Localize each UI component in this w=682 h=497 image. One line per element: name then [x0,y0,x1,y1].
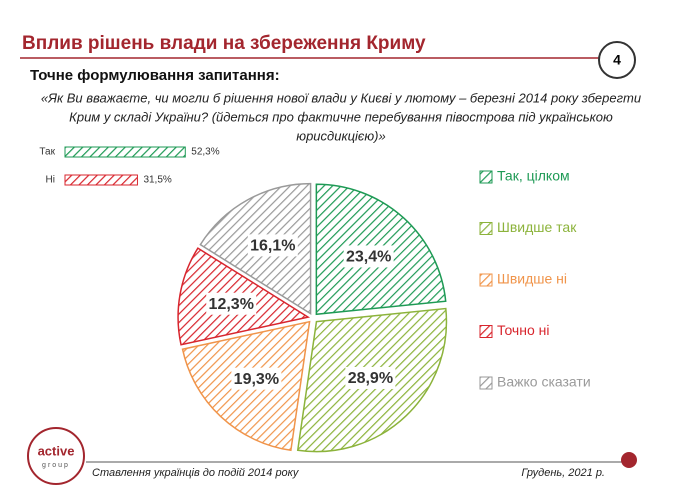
legend-label: Важко сказати [497,374,591,390]
legend-swatch [479,376,493,390]
bar-label: Так [39,147,55,158]
value-label: 52,3% [191,147,219,158]
page-badge [598,41,636,79]
label-box [247,234,298,257]
footer-text: Грудень, 2021 р. [521,467,605,479]
value-label: 28,9% [348,370,393,387]
logo [27,427,85,485]
value-label: 31,5% [143,175,171,186]
slide-title: Вплив рішень влади на збереження Криму [22,33,426,54]
question-heading: Точне формулювання запитання: [30,67,280,84]
value-label: 23,4% [346,249,391,266]
label-box [345,366,396,389]
legend-swatch [479,170,493,184]
question-line: юрисдикцією)» [296,128,385,143]
question-line: Крим у складі України? (йдеться про факт… [69,109,613,124]
value-label: 19,3% [234,371,279,388]
value-label: 16,1% [250,238,295,255]
bar-label: Ні [46,175,55,186]
bar [64,146,186,158]
legend-swatch [479,222,493,235]
footer-text: Ставлення українців до подій 2014 року [92,467,300,479]
value-label: 12,3% [209,296,254,313]
legend-label: Точно ні [497,322,549,338]
legend-swatch [479,325,493,338]
label-box [343,245,394,268]
question-line: «Як Ви вважаєте, чи могли б рішення ново… [41,90,641,105]
footer-dot [621,452,637,468]
label-box [206,292,257,315]
logo-text: group [42,462,70,469]
legend-label: Швидше так [497,219,577,235]
legend-swatch [479,273,493,287]
bar [64,174,138,186]
label-box [231,367,282,390]
legend-label: Так, цілком [497,168,570,184]
logo-text: active [38,443,75,458]
legend-label: Швидше ні [497,271,567,287]
page-number: 4 [613,52,621,68]
